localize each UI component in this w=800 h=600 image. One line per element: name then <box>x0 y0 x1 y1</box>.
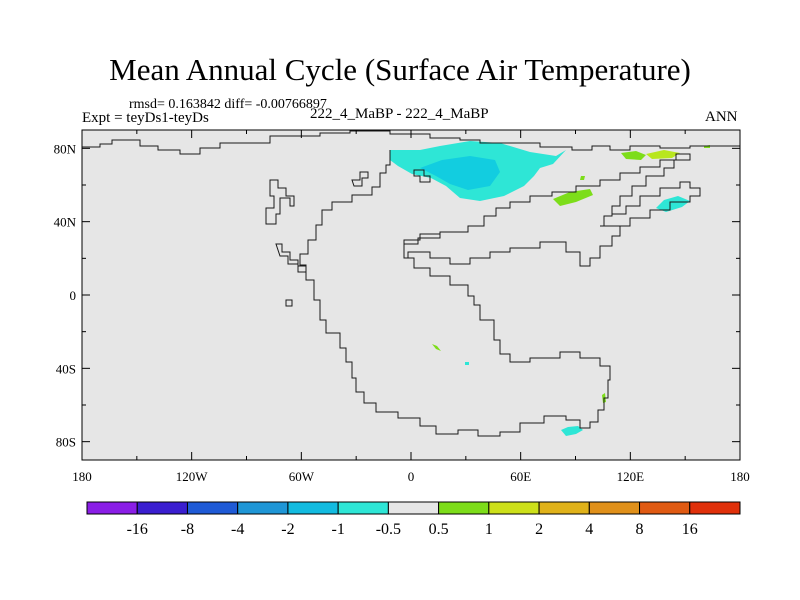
colorbar-label: 2 <box>535 521 543 538</box>
x-tick-label: 0 <box>408 469 415 484</box>
y-tick-label: 40N <box>54 215 77 230</box>
run-comparison-label: 222_4_MaBP - 222_4_MaBP <box>310 106 489 122</box>
x-tick-label: 60E <box>510 469 531 484</box>
y-tick-label: 40S <box>56 361 76 376</box>
southern-cyan-patch <box>561 426 583 436</box>
colorbar-swatch <box>588 501 641 515</box>
y-tick-label: 80N <box>54 141 77 156</box>
x-tick-label: 180 <box>72 469 92 484</box>
colorbar-swatch <box>387 501 440 515</box>
colorbar-label: 16 <box>682 521 698 538</box>
greenland-coast <box>351 171 369 187</box>
north-island-coast <box>413 169 431 183</box>
y-axis: 80N 40N 0 40S 80S <box>54 141 740 450</box>
arctic-coastline <box>82 130 740 155</box>
season-label: ANN <box>705 109 738 125</box>
colorbar-swatch <box>488 501 540 515</box>
colorbar-label: -2 <box>281 521 294 538</box>
colorbar-swatch <box>186 501 239 515</box>
plot-title: Mean Annual Cycle (Surface Air Temperatu… <box>109 52 691 87</box>
map-background <box>82 130 740 460</box>
y-tick-label: 80S <box>56 435 76 450</box>
anomaly-patches <box>390 141 710 436</box>
small-green-patch-south <box>432 344 441 351</box>
siberia-lime-patch <box>646 150 680 159</box>
americas-coastline <box>299 150 691 437</box>
colorbar-swatch <box>689 501 741 515</box>
colorbar-swatch <box>287 501 339 515</box>
colorbar-label: -0.5 <box>376 521 401 538</box>
colorbar-swatch <box>136 501 188 515</box>
x-tick-label: 120E <box>617 469 645 484</box>
x-tick-label: 180 <box>730 469 750 484</box>
small-green-patch-north <box>580 176 585 180</box>
colorbar-swatch <box>438 501 490 515</box>
colorbar-swatch <box>86 501 138 515</box>
colorbar-label: 1 <box>485 521 493 538</box>
small-cyan-patch <box>465 362 469 365</box>
colorbar-label: 8 <box>636 521 644 538</box>
colorbar-swatch <box>639 501 691 515</box>
siberia-green-patch <box>621 151 646 160</box>
x-tick-label: 60W <box>289 469 315 484</box>
colorbar-label: -4 <box>231 521 244 538</box>
eurasia-green-patch <box>553 189 593 206</box>
west-peninsula-coast <box>275 243 307 273</box>
x-tick-label: 120W <box>176 469 209 484</box>
colorbar-label: 0.5 <box>429 521 449 538</box>
colorbar-swatch <box>538 501 590 515</box>
eastern-landmass-coast <box>600 181 701 227</box>
colorbar-label: 4 <box>585 521 593 538</box>
x-axis: 180 120W 60W 0 60E 120E 180 <box>72 130 750 484</box>
coastlines <box>82 130 740 437</box>
stats-line: rmsd= 0.163842 diff= -0.00766897 <box>129 97 327 112</box>
small-west-island <box>285 299 293 307</box>
west-island-coast <box>265 179 295 225</box>
experiment-label: Expt = teyDs1-teyDs <box>82 110 209 126</box>
colorbar-label: -16 <box>127 521 148 538</box>
y-tick-label: 0 <box>70 288 77 303</box>
colorbar-swatch <box>337 501 389 515</box>
arctic-teal-core <box>420 156 500 190</box>
colorbar-swatch <box>237 501 289 515</box>
pacific-cyan-patch <box>656 196 690 212</box>
colorbar: -16 -8 -4 -2 -1 -0.5 0.5 1 2 4 8 16 <box>86 501 741 538</box>
colorbar-label: -8 <box>181 521 194 538</box>
colorbar-label: -1 <box>331 521 344 538</box>
inner-basin-coast <box>403 233 440 258</box>
